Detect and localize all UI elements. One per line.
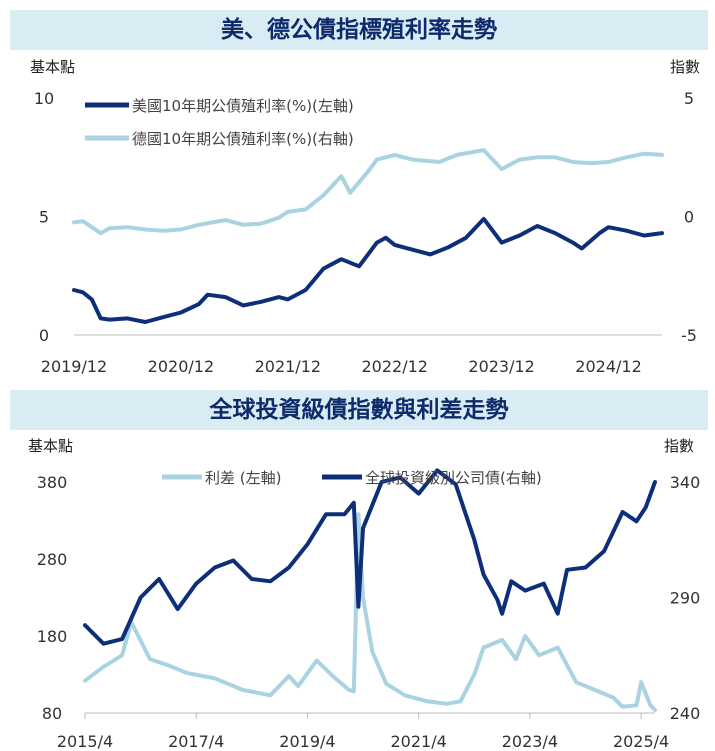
right-y-tick: 240 — [670, 704, 701, 723]
x-tick-label: 2021/4 — [391, 732, 447, 751]
x-tick-label: 2015/4 — [57, 732, 113, 751]
chart2-title: 全球投資級債指數與利差走勢 — [10, 390, 708, 430]
right-y-tick: 290 — [670, 589, 701, 608]
x-tick-label: 2022/12 — [361, 357, 427, 376]
x-tick-label: 2021/12 — [255, 357, 321, 376]
left-y-tick: 10 — [34, 89, 54, 108]
x-tick-label: 2023/4 — [502, 732, 558, 751]
chart1-title: 美、德公債指標殖利率走勢 — [10, 10, 708, 50]
left-y-tick: 0 — [39, 326, 49, 345]
x-tick-label: 2023/12 — [468, 357, 534, 376]
right-y-tick: 340 — [670, 473, 701, 492]
right-unit-label: 指數 — [664, 437, 694, 455]
x-tick-label: 2019/4 — [279, 732, 335, 751]
series-line-left-axis — [83, 512, 657, 712]
legend-label: 利差 (左軸) — [205, 469, 281, 487]
x-tick-label: 2020/12 — [148, 357, 214, 376]
left-y-tick: 280 — [37, 550, 68, 569]
yield-chart: 基本點 指數 10 5 0 5 0 -5 2019/12 2020/12 2021/12 2022/1… — [30, 58, 700, 376]
series-line-right-axis — [72, 148, 664, 236]
left-y-tick: 180 — [37, 627, 68, 646]
series-line-left-axis — [72, 216, 664, 324]
x-tick-label: 2019/12 — [41, 357, 107, 376]
x-tick-label: 2017/4 — [168, 732, 224, 751]
legend-label: 德國10年期公債殖利率(%)(右軸) — [132, 130, 354, 148]
legend-label: 美國10年期公債殖利率(%)(左軸) — [132, 97, 354, 115]
left-y-tick: 380 — [37, 473, 68, 492]
left-unit-label: 基本點 — [28, 437, 73, 455]
right-y-tick: -5 — [681, 326, 697, 345]
left-y-tick: 5 — [39, 208, 49, 227]
left-unit-label: 基本點 — [30, 58, 75, 76]
x-tick-label: 2025/4 — [613, 732, 669, 751]
legend-label: 全球投資級別公司債(右軸) — [365, 469, 542, 487]
left-y-tick: 80 — [42, 704, 62, 723]
ig-bond-chart: 基本點 指數 380 280 180 80 340 290 240 2015/4 2017/4 201… — [28, 437, 701, 751]
right-unit-label: 指數 — [670, 58, 700, 76]
right-y-tick: 0 — [684, 208, 694, 227]
right-y-tick: 5 — [684, 89, 694, 108]
series-line-right-axis — [83, 468, 657, 646]
x-tick-label: 2024/12 — [575, 357, 641, 376]
